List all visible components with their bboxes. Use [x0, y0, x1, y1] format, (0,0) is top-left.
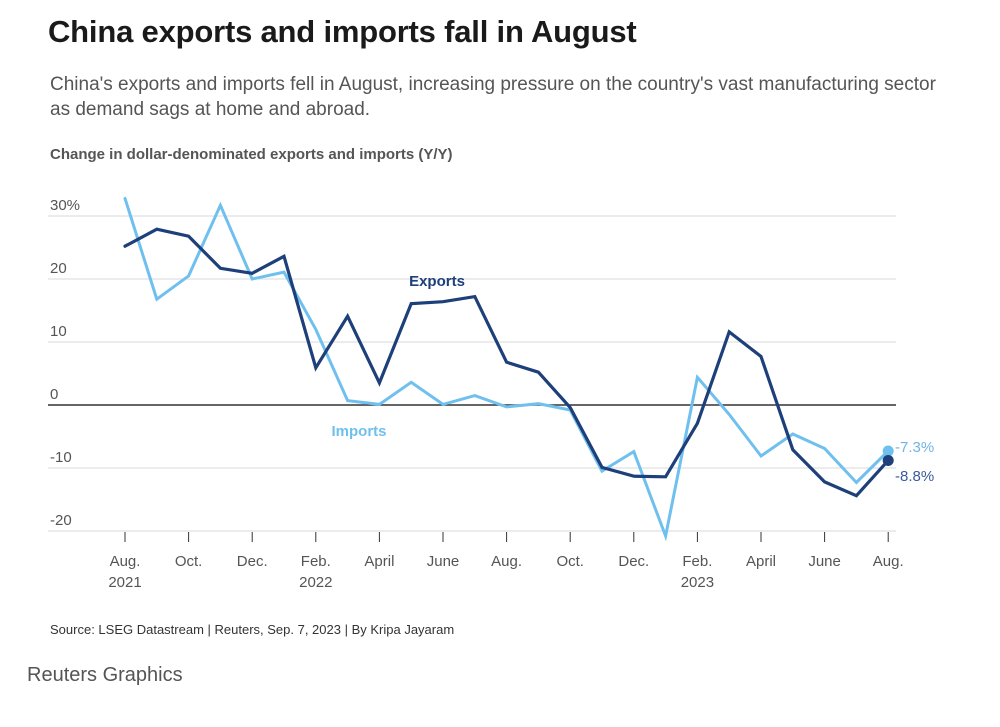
source-note: Source: LSEG Datastream | Reuters, Sep. … — [50, 622, 455, 637]
imports-series-label: Imports — [331, 423, 386, 440]
exports-end-dot — [882, 454, 894, 466]
exports-series-label: Exports — [409, 273, 465, 290]
imports-end-value-label: -7.3% — [895, 439, 934, 456]
x-tick-year-label: 2021 — [108, 574, 141, 591]
x-tick-label: Aug. — [110, 553, 141, 570]
page-title: China exports and imports fall in August — [48, 14, 637, 49]
x-tick-label: June — [427, 553, 460, 570]
y-tick-label: 0 — [50, 386, 58, 403]
x-tick-label: Aug. — [491, 553, 522, 570]
exports-line — [123, 227, 890, 498]
imports-line — [123, 196, 890, 542]
x-tick-label: April — [746, 553, 776, 570]
x-tick-label: Oct. — [175, 553, 203, 570]
y-tick-label: -20 — [50, 512, 72, 529]
x-tick-label: Dec. — [237, 553, 268, 570]
y-tick-label: 30% — [50, 197, 80, 214]
imports-end-dot — [882, 445, 894, 457]
chart-heading: Change in dollar-denominated exports and… — [50, 146, 453, 163]
x-tick-label: Feb. — [682, 553, 712, 570]
y-tick-label: 20 — [50, 260, 67, 277]
exports-end-value-label: -8.8% — [895, 468, 934, 485]
brand-footer: Reuters Graphics — [27, 664, 183, 686]
y-tick-label: 10 — [50, 323, 67, 340]
page-subtitle: China's exports and imports fell in Augu… — [50, 74, 936, 120]
x-tick-year-label: 2023 — [681, 574, 714, 591]
x-tick-label: April — [364, 553, 394, 570]
x-tick-label: June — [808, 553, 841, 570]
x-tick-label: Aug. — [873, 553, 904, 570]
x-tick-year-label: 2022 — [299, 574, 332, 591]
x-tick-label: Feb. — [301, 553, 331, 570]
x-tick-label: Oct. — [556, 553, 584, 570]
y-tick-label: -10 — [50, 449, 72, 466]
x-tick-label: Dec. — [618, 553, 649, 570]
